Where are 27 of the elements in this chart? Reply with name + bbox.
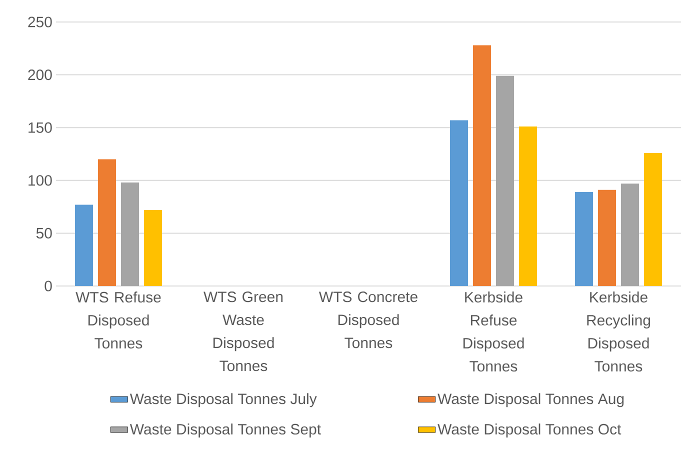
legend-label: Waste Disposal Tonnes Oct bbox=[438, 424, 622, 438]
x-tick-label: WTS Green Waste Disposed Tonnes bbox=[204, 292, 283, 372]
legend-label: Waste Disposal Tonnes July bbox=[130, 393, 317, 408]
y-tick-label: 200 bbox=[28, 69, 52, 80]
y-tick-label: 50 bbox=[36, 228, 52, 239]
bar bbox=[144, 210, 162, 286]
bar bbox=[450, 120, 468, 286]
bar bbox=[75, 204, 93, 286]
bar bbox=[121, 182, 139, 286]
x-tick-label: WTS Refuse Disposed Tonnes bbox=[76, 292, 161, 349]
legend-label: Waste Disposal Tonnes Aug bbox=[438, 393, 624, 408]
bar bbox=[621, 184, 640, 286]
legend-label: Waste Disposal Tonnes Sept bbox=[130, 424, 321, 438]
bar bbox=[473, 45, 492, 286]
y-tick-label: 250 bbox=[28, 16, 52, 28]
x-tick-label: Kerbside Recycling Disposed Tonnes bbox=[587, 292, 650, 372]
bar bbox=[598, 190, 616, 286]
x-tick-label: WTS Concrete Disposed Tonnes bbox=[318, 292, 418, 348]
y-tick-label: 100 bbox=[28, 175, 52, 186]
x-tick-label: Kerbside Refuse Disposed Tonnes bbox=[463, 292, 524, 372]
y-tick-label: 150 bbox=[28, 122, 52, 133]
bar bbox=[575, 192, 594, 286]
bar bbox=[519, 126, 537, 286]
bar bbox=[496, 76, 514, 286]
bar bbox=[644, 152, 662, 286]
bar bbox=[98, 159, 116, 286]
y-tick-label: 0 bbox=[44, 280, 52, 292]
